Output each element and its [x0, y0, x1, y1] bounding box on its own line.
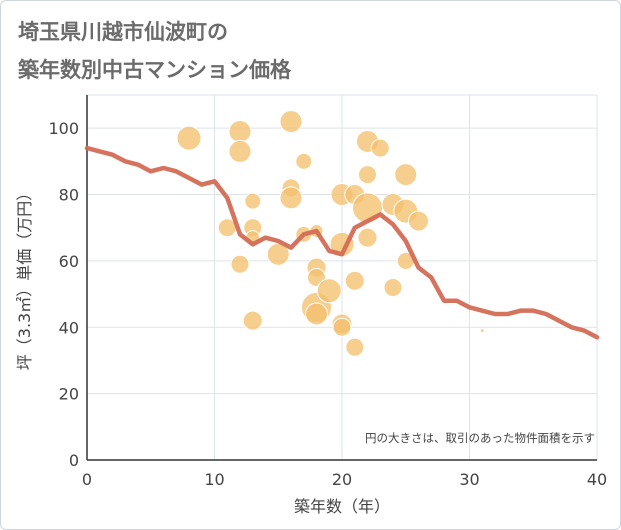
y-tick-label: 100	[48, 119, 79, 138]
trend-line	[84, 145, 600, 340]
x-axis-label: 築年数（年）	[294, 497, 390, 516]
bubble-point	[408, 210, 429, 232]
bubble-point	[357, 227, 378, 248]
y-tick-label: 20	[59, 385, 79, 404]
chart-title-line-2: 築年数別中古マンション価格	[18, 58, 291, 82]
bubble-series	[176, 110, 485, 357]
bubble-point	[279, 110, 303, 134]
bubble-point	[176, 125, 202, 151]
bubble-point	[358, 165, 377, 185]
chart-grid	[86, 94, 598, 461]
bubble-point	[345, 337, 365, 357]
bubble-size-note: 円の大きさは、取引のあった物件面積を示す	[365, 431, 595, 445]
y-tick-label: 60	[59, 252, 79, 271]
y-tick-label: 80	[59, 186, 79, 205]
bubble-point	[305, 302, 328, 326]
y-axis-label: 坪（3.3㎡）単価（万円）	[15, 185, 34, 370]
bubble-point	[316, 278, 342, 304]
bubble-point	[344, 270, 365, 291]
x-tick-label: 0	[82, 470, 92, 489]
tick-labels: 0 20 40 60 80 100 0 10 20 30 40	[48, 119, 607, 489]
y-tick-label: 40	[59, 318, 79, 337]
bubble-point	[479, 328, 485, 334]
bubble-point	[352, 192, 383, 224]
y-tick-label: 0	[69, 451, 79, 470]
trend-line-series	[84, 145, 600, 340]
x-tick-label: 30	[459, 470, 479, 489]
chart-title-line-1: 埼玉県川越市仙波町の	[18, 20, 228, 44]
bubble-point	[332, 317, 352, 337]
bubble-point	[228, 139, 252, 163]
chart-axes	[86, 95, 597, 461]
x-tick-label: 20	[332, 470, 352, 489]
x-tick-label: 10	[204, 470, 224, 489]
bubble-point	[383, 277, 403, 297]
bubble-point	[244, 192, 262, 210]
bubble-point	[295, 152, 313, 170]
bubble-point	[228, 120, 252, 143]
x-tick-label: 40	[587, 470, 607, 489]
bubble-point	[394, 163, 418, 187]
bubble-point	[230, 254, 250, 274]
bubble-point	[279, 186, 303, 210]
bubble-point	[370, 138, 390, 158]
bubble-point	[242, 310, 263, 331]
